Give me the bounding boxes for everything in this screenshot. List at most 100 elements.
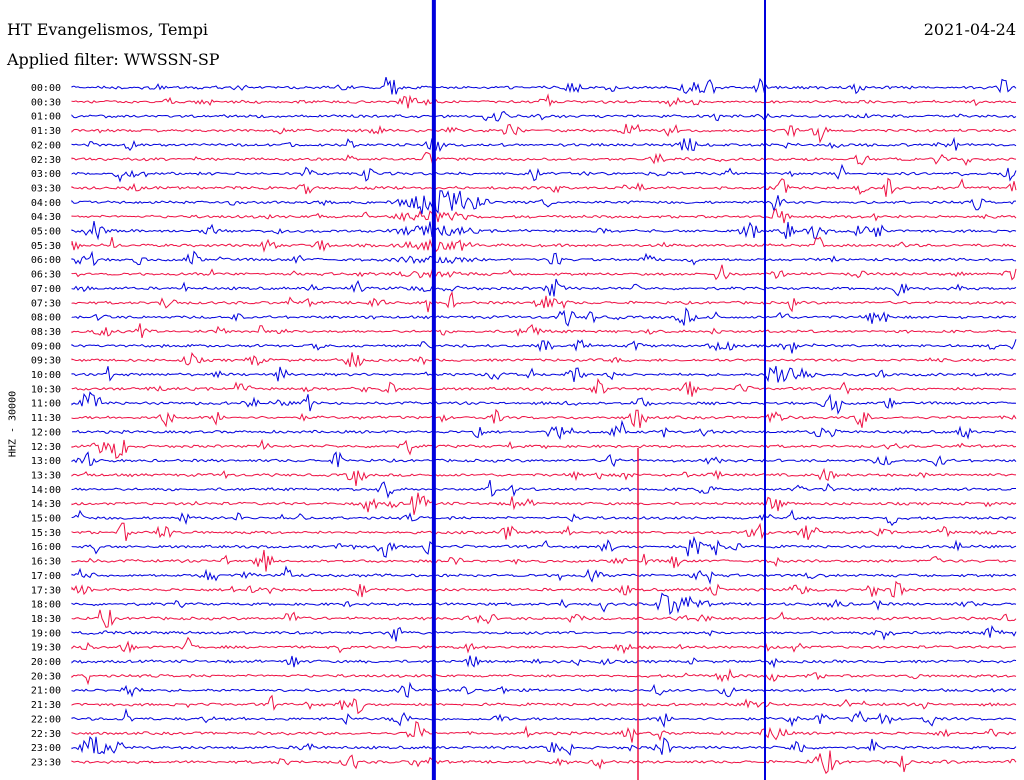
tick-label-0000: 00:00: [31, 83, 61, 94]
trace-row-0530: [71, 236, 1017, 253]
trace-row-1900: [71, 625, 1017, 642]
tick-label-1100: 11:00: [31, 399, 61, 410]
tick-label-2030: 20:30: [31, 671, 61, 682]
trace-row-0430: [71, 208, 1017, 224]
trace-row-1630: [71, 549, 1017, 572]
trace-row-1330: [71, 467, 1017, 486]
trace-row-1600: [71, 535, 1017, 558]
trace-row-0900: [71, 339, 1017, 354]
trace-row-1530: [71, 522, 1017, 542]
trace-row-0600: [71, 250, 1017, 267]
tick-label-1500: 15:00: [31, 514, 61, 525]
trace-row-1800: [71, 592, 1017, 616]
trace-row-0030: [71, 93, 1017, 109]
tick-label-1130: 11:30: [31, 413, 61, 424]
tick-label-2230: 22:30: [31, 729, 61, 740]
tick-label-2130: 21:30: [31, 700, 61, 711]
tick-label-0800: 08:00: [31, 313, 61, 324]
tick-label-0900: 09:00: [31, 341, 61, 352]
trace-row-2130: [71, 694, 1017, 715]
trace-row-0930: [71, 352, 1017, 368]
trace-row-0000: [71, 76, 1017, 95]
trace-row-1300: [71, 451, 1017, 468]
trace-row-0130: [71, 123, 1017, 144]
tick-label-1000: 10:00: [31, 370, 61, 381]
tick-label-2000: 20:00: [31, 657, 61, 668]
tick-label-1530: 15:30: [31, 528, 61, 539]
tick-label-2200: 22:00: [31, 714, 61, 725]
trace-row-0630: [71, 264, 1017, 281]
trace-row-1100: [71, 391, 1017, 415]
trace-row-1830: [71, 609, 1017, 628]
trace-row-1030: [71, 377, 1017, 397]
trace-row-1000: [71, 365, 1017, 383]
tick-label-0300: 03:00: [31, 169, 61, 180]
tick-label-1300: 13:00: [31, 456, 61, 467]
tick-label-1700: 17:00: [31, 571, 61, 582]
tick-label-1400: 14:00: [31, 485, 61, 496]
trace-row-0200: [71, 136, 1017, 153]
tick-label-1900: 19:00: [31, 628, 61, 639]
tick-label-0400: 04:00: [31, 198, 61, 209]
tick-label-0830: 08:30: [31, 327, 61, 338]
trace-row-2100: [71, 681, 1017, 698]
trace-row-0300: [71, 163, 1017, 183]
tick-label-0600: 06:00: [31, 255, 61, 266]
tick-label-1730: 17:30: [31, 585, 61, 596]
tick-label-1200: 12:00: [31, 427, 61, 438]
tick-label-0700: 07:00: [31, 284, 61, 295]
trace-row-0800: [71, 307, 1017, 327]
tick-label-0730: 07:30: [31, 298, 61, 309]
tick-label-1330: 13:30: [31, 470, 61, 481]
event-markers: [431, 0, 766, 780]
tick-label-0930: 09:30: [31, 356, 61, 367]
trace-row-1400: [71, 479, 1016, 499]
tick-label-2330: 23:30: [31, 757, 61, 768]
trace-row-2330: [71, 750, 1017, 775]
tick-label-0430: 04:30: [31, 212, 61, 223]
tick-label-2100: 21:00: [31, 686, 61, 697]
tick-label-1230: 12:30: [31, 442, 61, 453]
trace-row-1230: [71, 438, 1017, 459]
date-label: 2021-04-24: [923, 20, 1016, 39]
trace-row-1730: [71, 580, 1017, 598]
trace-row-1130: [71, 408, 1017, 428]
tick-label-0030: 00:30: [31, 97, 61, 108]
trace-row-0400: [71, 190, 1016, 215]
tick-label-0230: 02:30: [31, 155, 61, 166]
trace-row-0500: [71, 221, 1017, 241]
time-tick-labels: 00:00 00:30 01:00 01:30 02:00 02:30 03:00 03:30…: [31, 83, 61, 768]
tick-label-1630: 16:30: [31, 557, 61, 568]
trace-row-2230: [71, 720, 1017, 743]
tick-label-0500: 05:00: [31, 227, 61, 238]
trace-row-1430: [71, 492, 1017, 515]
trace-row-1500: [71, 509, 1017, 527]
tick-label-1930: 19:30: [31, 643, 61, 654]
seismic-traces: [71, 76, 1017, 775]
tick-label-2300: 23:00: [31, 743, 61, 754]
tick-label-0130: 01:30: [31, 126, 61, 137]
tick-label-0100: 01:00: [31, 112, 61, 123]
trace-row-0230: [71, 151, 1017, 167]
trace-row-0830: [71, 323, 1017, 339]
filter-label: Applied filter: WWSSN-SP: [7, 50, 220, 69]
trace-row-1930: [71, 636, 1017, 655]
trace-row-0330: [71, 177, 1017, 197]
tick-label-0630: 06:30: [31, 270, 61, 281]
trace-row-2030: [71, 668, 1017, 686]
station-title: HT Evangelismos, Tempi: [7, 20, 209, 39]
trace-row-2000: [71, 655, 1017, 669]
tick-label-1030: 10:30: [31, 384, 61, 395]
tick-label-1430: 14:30: [31, 499, 61, 510]
tick-label-1800: 18:00: [31, 600, 61, 611]
trace-row-0700: [71, 278, 1017, 297]
trace-row-2200: [71, 708, 1017, 728]
trace-row-1700: [71, 565, 1017, 585]
tick-label-0200: 02:00: [31, 140, 61, 151]
tick-label-1830: 18:30: [31, 614, 61, 625]
trace-row-0730: [71, 290, 1017, 313]
trace-row-0100: [71, 110, 1017, 122]
tick-label-0330: 03:30: [31, 183, 61, 194]
tick-label-0530: 05:30: [31, 241, 61, 252]
